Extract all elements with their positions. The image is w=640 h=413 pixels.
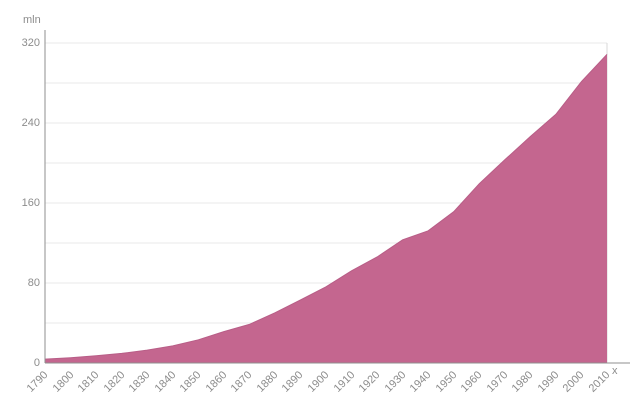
area-series xyxy=(45,54,607,364)
x-axis-title: x xyxy=(612,365,618,377)
y-tick-label: 0 xyxy=(33,357,40,369)
y-tick-label: 320 xyxy=(21,37,40,49)
y-tick-label: 80 xyxy=(27,277,40,289)
y-tick-label: 160 xyxy=(21,197,40,209)
area-series-outline xyxy=(44,53,608,360)
gridlines xyxy=(45,42,607,324)
y-tick-label: 240 xyxy=(21,117,40,129)
y-axis-unit-label: mln xyxy=(23,14,41,26)
